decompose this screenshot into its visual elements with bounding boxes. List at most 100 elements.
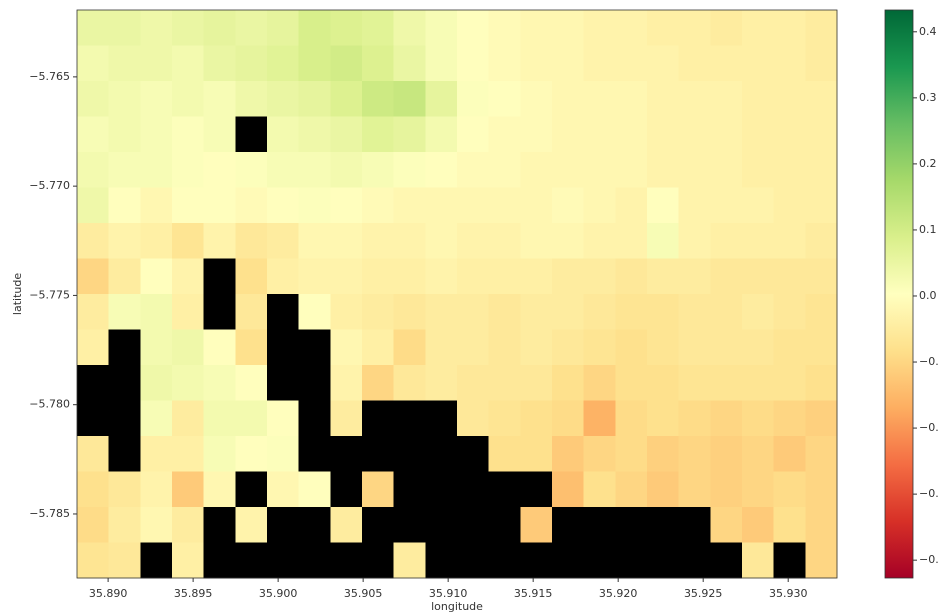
heatmap-cell bbox=[425, 507, 457, 543]
heatmap-cell bbox=[774, 507, 806, 543]
heatmap-cell bbox=[520, 543, 552, 579]
heatmap-cell bbox=[584, 117, 616, 153]
heatmap-cell bbox=[140, 330, 172, 366]
heatmap-cell bbox=[489, 223, 521, 259]
heatmap-cell bbox=[172, 46, 204, 82]
heatmap-cell bbox=[204, 259, 236, 295]
heatmap-cell bbox=[742, 117, 774, 153]
heatmap-cell bbox=[710, 365, 742, 401]
heatmap-cell bbox=[679, 117, 711, 153]
x-axis-label: longitude bbox=[431, 600, 483, 613]
heatmap-cell bbox=[140, 152, 172, 188]
heatmap-cell bbox=[615, 365, 647, 401]
heatmap-cell bbox=[77, 436, 109, 472]
heatmap-cell bbox=[267, 152, 299, 188]
heatmap-cell bbox=[679, 294, 711, 330]
heatmap-cell bbox=[647, 117, 679, 153]
heatmap-cell bbox=[235, 188, 267, 224]
heatmap-cell bbox=[172, 436, 204, 472]
x-tick-label: 35.915 bbox=[514, 587, 553, 600]
heatmap-cell bbox=[362, 294, 394, 330]
heatmap-cell bbox=[710, 10, 742, 46]
heatmap-cell bbox=[235, 117, 267, 153]
heatmap-cell bbox=[520, 330, 552, 366]
heatmap-cell bbox=[457, 472, 489, 508]
heatmap-cell bbox=[710, 401, 742, 437]
heatmap-cell bbox=[710, 259, 742, 295]
heatmap-cell bbox=[204, 117, 236, 153]
heatmap-cell bbox=[299, 223, 331, 259]
heatmap-cell bbox=[457, 401, 489, 437]
heatmap-cell bbox=[679, 223, 711, 259]
heatmap-cell bbox=[647, 223, 679, 259]
heatmap-cell bbox=[330, 81, 362, 117]
heatmap-cell bbox=[140, 188, 172, 224]
heatmap-cell bbox=[394, 365, 426, 401]
heatmap-cell bbox=[299, 117, 331, 153]
heatmap-cell bbox=[679, 543, 711, 579]
heatmap-cell bbox=[710, 543, 742, 579]
heatmap-cell bbox=[299, 365, 331, 401]
heatmap-cell bbox=[362, 259, 394, 295]
heatmap-cell bbox=[805, 152, 837, 188]
heatmap-cell bbox=[647, 152, 679, 188]
heatmap-cell bbox=[77, 543, 109, 579]
heatmap-cell bbox=[710, 46, 742, 82]
heatmap-cell bbox=[140, 46, 172, 82]
heatmap-cell bbox=[77, 507, 109, 543]
heatmap-cell bbox=[647, 188, 679, 224]
heatmap-cell bbox=[647, 365, 679, 401]
heatmap-cell bbox=[267, 188, 299, 224]
heatmap-cell bbox=[394, 223, 426, 259]
heatmap-cell bbox=[615, 543, 647, 579]
heatmap-cell bbox=[267, 294, 299, 330]
heatmap-cell bbox=[742, 401, 774, 437]
heatmap-cell bbox=[615, 81, 647, 117]
heatmap-cell bbox=[615, 507, 647, 543]
heatmap-cell bbox=[520, 365, 552, 401]
heatmap-cell bbox=[774, 188, 806, 224]
heatmap-cell bbox=[489, 436, 521, 472]
heatmap-cell bbox=[394, 152, 426, 188]
heatmap-cell bbox=[742, 46, 774, 82]
heatmap-cell bbox=[394, 81, 426, 117]
heatmap-cell bbox=[77, 188, 109, 224]
heatmap-cell bbox=[774, 259, 806, 295]
heatmap-cell bbox=[742, 507, 774, 543]
heatmap-cell bbox=[77, 152, 109, 188]
heatmap-cell bbox=[172, 117, 204, 153]
heatmap-cell bbox=[647, 10, 679, 46]
heatmap bbox=[77, 10, 838, 579]
x-tick-label: 35.895 bbox=[174, 587, 213, 600]
heatmap-cell bbox=[805, 10, 837, 46]
heatmap-cell bbox=[457, 436, 489, 472]
heatmap-cell bbox=[489, 472, 521, 508]
heatmap-cell bbox=[489, 543, 521, 579]
heatmap-cell bbox=[679, 259, 711, 295]
heatmap-cell bbox=[520, 259, 552, 295]
heatmap-cell bbox=[394, 259, 426, 295]
heatmap-cell bbox=[140, 10, 172, 46]
heatmap-cell bbox=[584, 543, 616, 579]
heatmap-cell bbox=[520, 10, 552, 46]
heatmap-cell bbox=[109, 223, 141, 259]
heatmap-cell bbox=[774, 223, 806, 259]
heatmap-cell bbox=[805, 401, 837, 437]
heatmap-cell bbox=[109, 152, 141, 188]
heatmap-cell bbox=[489, 117, 521, 153]
heatmap-cell bbox=[520, 294, 552, 330]
heatmap-cell bbox=[489, 294, 521, 330]
heatmap-cell bbox=[457, 188, 489, 224]
colorbar-tick-label: 0.2 bbox=[919, 157, 937, 170]
heatmap-cell bbox=[394, 117, 426, 153]
heatmap-cell bbox=[647, 543, 679, 579]
heatmap-cell bbox=[520, 188, 552, 224]
heatmap-cell bbox=[552, 365, 584, 401]
heatmap-cell bbox=[520, 472, 552, 508]
heatmap-cell bbox=[77, 117, 109, 153]
heatmap-cell bbox=[425, 294, 457, 330]
heatmap-cell bbox=[774, 436, 806, 472]
heatmap-cell bbox=[204, 294, 236, 330]
heatmap-cell bbox=[235, 330, 267, 366]
heatmap-cell bbox=[425, 46, 457, 82]
